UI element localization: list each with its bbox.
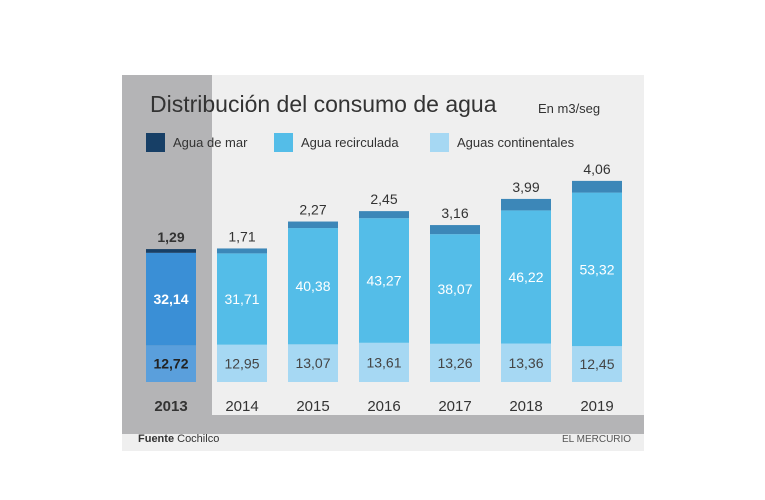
data-label: 12,45 bbox=[579, 356, 614, 372]
legend-label: Aguas continentales bbox=[457, 135, 575, 150]
credit: EL MERCURIO bbox=[562, 434, 632, 445]
bar-aguas-continentales-2017 bbox=[430, 343, 480, 382]
bar-aguas-continentales-2016 bbox=[359, 342, 409, 382]
data-label: 3,16 bbox=[441, 205, 468, 221]
data-label: 13,26 bbox=[437, 355, 472, 371]
units-label: En m3/seg bbox=[538, 101, 601, 116]
bar-agua-de-mar-2017 bbox=[430, 225, 480, 235]
bar-agua-de-mar-2019 bbox=[572, 180, 622, 193]
data-label: 1,71 bbox=[228, 228, 255, 244]
data-label: 53,32 bbox=[579, 261, 614, 277]
bar-agua-recirculada-2015 bbox=[288, 228, 338, 345]
source: Fuente Cochilco bbox=[138, 433, 219, 445]
bar-aguas-continentales-2018 bbox=[501, 343, 551, 382]
data-label: 40,38 bbox=[295, 278, 330, 294]
bar-agua-recirculada-2013 bbox=[146, 252, 196, 346]
bar-aguas-continentales-2019 bbox=[572, 346, 622, 382]
data-label: 4,06 bbox=[583, 161, 610, 177]
data-label: 13,61 bbox=[366, 354, 401, 370]
data-label: 12,72 bbox=[153, 356, 188, 372]
bar-agua-recirculada-2014 bbox=[217, 253, 267, 345]
data-label: 46,22 bbox=[508, 269, 543, 285]
bar-aguas-continentales-2013 bbox=[146, 345, 196, 382]
legend-agua-de-mar: Agua de mar bbox=[146, 133, 247, 152]
chart-title: Distribución del consumo de agua bbox=[150, 91, 497, 117]
bar-agua-recirculada-2016 bbox=[359, 218, 409, 343]
bar-agua-recirculada-2019 bbox=[572, 192, 622, 347]
data-label: 1,29 bbox=[157, 229, 184, 245]
data-label: 12,95 bbox=[224, 355, 259, 371]
legend-aguas-continentales: Aguas continentales bbox=[430, 133, 574, 152]
data-label: 3,99 bbox=[512, 179, 539, 195]
x-tick-label: 2018 bbox=[509, 398, 542, 415]
legend-agua-recirculada: Agua recirculada bbox=[274, 133, 399, 152]
data-label: 43,27 bbox=[366, 272, 401, 288]
bar-agua-recirculada-2018 bbox=[501, 210, 551, 344]
x-tick-label: 2014 bbox=[225, 398, 258, 415]
legend-swatch bbox=[146, 133, 165, 152]
x-tick-label: 2013 bbox=[154, 398, 187, 415]
bar-agua-de-mar-2013 bbox=[146, 249, 196, 253]
data-label: 2,27 bbox=[299, 202, 326, 218]
bar-agua-de-mar-2014 bbox=[217, 248, 267, 254]
x-tick-label: 2019 bbox=[580, 398, 613, 415]
bar-aguas-continentales-2014 bbox=[217, 344, 267, 382]
x-tick-label: 2017 bbox=[438, 398, 471, 415]
bar-agua-recirculada-2017 bbox=[430, 234, 480, 344]
bottom-band bbox=[122, 415, 644, 434]
data-label: 38,07 bbox=[437, 281, 472, 297]
legend-swatch bbox=[430, 133, 449, 152]
data-label: 31,71 bbox=[224, 291, 259, 307]
data-label: 13,07 bbox=[295, 355, 330, 371]
legend-label: Agua recirculada bbox=[301, 135, 399, 150]
legend-swatch bbox=[274, 133, 293, 152]
source-name: Cochilco bbox=[177, 433, 220, 445]
legend-label: Agua de mar bbox=[173, 135, 248, 150]
x-tick-label: 2015 bbox=[296, 398, 329, 415]
source-label: Fuente bbox=[138, 433, 175, 445]
bar-aguas-continentales-2015 bbox=[288, 344, 338, 382]
bar-agua-de-mar-2018 bbox=[501, 198, 551, 211]
bar-agua-de-mar-2015 bbox=[288, 221, 338, 229]
x-tick-label: 2016 bbox=[367, 398, 400, 415]
bar-agua-de-mar-2016 bbox=[359, 211, 409, 219]
data-label: 2,45 bbox=[370, 191, 397, 207]
data-label: 13,36 bbox=[508, 355, 543, 371]
data-label: 32,14 bbox=[153, 291, 188, 307]
